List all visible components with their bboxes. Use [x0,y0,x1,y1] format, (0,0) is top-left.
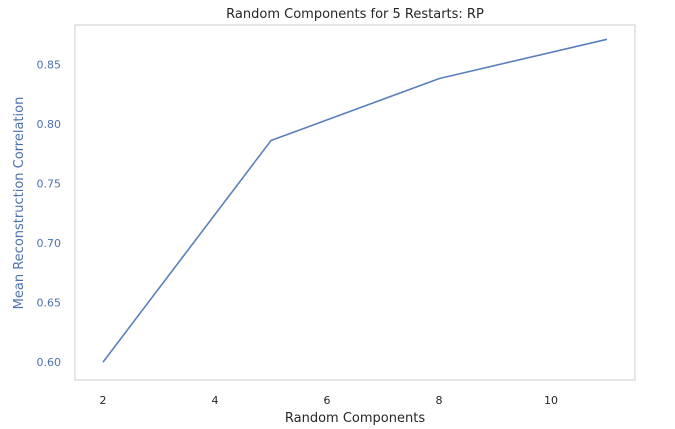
x-axis-ticks: 2 4 6 8 10 [100,394,559,407]
y-tick-label: 0.75 [37,177,62,190]
plot-area-frame [74,24,636,381]
x-tick-label: 8 [436,394,443,407]
x-tick-label: 4 [212,394,219,407]
x-tick-label: 2 [100,394,107,407]
y-axis-label: Mean Reconstruction Correlation [12,97,27,310]
x-axis-label: Random Components [285,411,425,426]
y-tick-label: 0.80 [37,118,62,131]
y-tick-label: 0.85 [37,58,62,71]
x-tick-label: 6 [324,394,331,407]
y-tick-label: 0.60 [37,356,62,369]
x-tick-label: 10 [544,394,558,407]
y-tick-label: 0.70 [37,237,62,250]
y-tick-label: 0.65 [37,297,62,310]
chart-title: Random Components for 5 Restarts: RP [226,7,484,22]
series-layer [102,38,608,363]
series-line-0 [102,38,608,363]
y-axis-ticks: 0.60 0.65 0.70 0.75 0.80 0.85 [37,58,62,369]
